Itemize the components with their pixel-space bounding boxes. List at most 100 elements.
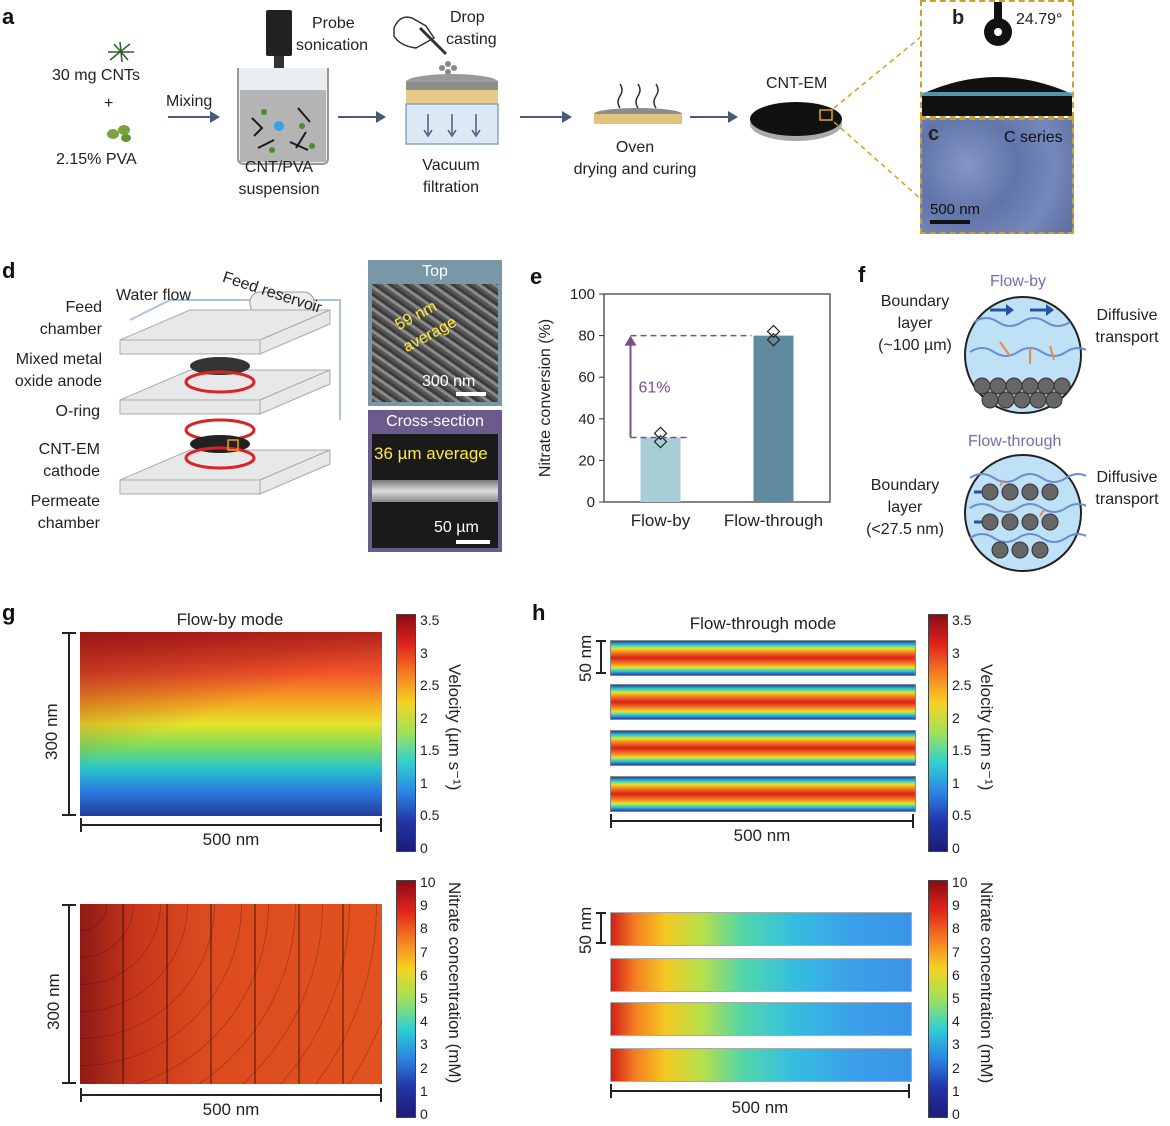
colorbar-tick-label: 6 — [420, 966, 428, 983]
velocity-channel — [610, 776, 916, 812]
plus-sign: + — [104, 95, 114, 112]
oven-label-1: Oven — [615, 139, 655, 156]
data-point — [766, 332, 781, 347]
arrow-sonication — [338, 111, 386, 123]
arrow-filtration — [520, 111, 572, 123]
colorbar-tick-label: 2 — [952, 709, 960, 726]
flowby-title: Flow-by — [990, 273, 1047, 290]
dt1-line2: transport — [1095, 329, 1159, 346]
h2-y-bracket — [600, 912, 602, 944]
zoom-lines — [833, 35, 923, 201]
colorbar-tick-label: 7 — [420, 943, 428, 960]
colorbar-tick-label: 2 — [952, 1059, 960, 1076]
colorbar-tick-label: 9 — [420, 897, 428, 914]
top-scale-bar — [456, 392, 486, 396]
h-nitrate-label: Nitrate concentration (mM) — [977, 882, 996, 1084]
sem-top-title: Top — [422, 263, 448, 280]
anode-label-1: Mixed metal — [15, 351, 102, 368]
nitrate-conversion-chart: 0 20 40 60 80 100 Flow-by Flow-through 61% Nit… — [537, 286, 831, 530]
permeate-label-1: Permeate — [30, 493, 100, 510]
sem-top-panel: Top 59 nm average 300 nm — [368, 260, 502, 406]
cross-scale-bar — [456, 540, 490, 544]
panel-label-g: g — [2, 600, 16, 625]
colorbar-tick-label: 0.5 — [420, 807, 440, 824]
colorbar-tick-label: 1 — [952, 774, 960, 791]
sem-top-image — [372, 284, 498, 402]
vacuum-filter-icon — [405, 61, 499, 145]
pva-label: 2.15% PVA — [56, 151, 137, 168]
c-scale-label: 500 nm — [930, 201, 981, 218]
colorbar-tick-label: 10 — [420, 874, 436, 890]
probe-label-1: Probe — [312, 15, 355, 32]
colorbar-tick-label: 0 — [952, 1106, 960, 1122]
increase-label: 61% — [639, 380, 671, 397]
droplet-image — [922, 2, 1072, 116]
pva-icon — [107, 125, 131, 142]
cross-scale-label: 50 µm — [434, 519, 479, 536]
vacuum-label-2: filtration — [422, 179, 480, 196]
feed-chamber-label-1: Feed — [65, 299, 102, 316]
data-point — [766, 324, 781, 339]
colorbar-tick-label: 1 — [952, 1082, 960, 1099]
panel-label-f: f — [858, 262, 866, 287]
dt2-line1: Diffusive — [1096, 469, 1158, 486]
colorbar-tick-label: 7 — [952, 943, 960, 960]
g2-x-extent: 500 nm — [202, 1100, 260, 1119]
top-scale-label: 300 nm — [422, 373, 476, 390]
g-nitrate-colorbar — [396, 880, 416, 1118]
h2-x-bracket — [610, 1090, 910, 1092]
colorbar-tick-label: 8 — [952, 920, 960, 937]
panel-label-a: a — [2, 4, 15, 29]
velocity-channel — [610, 730, 916, 766]
oring-label: O-ring — [55, 403, 100, 420]
colorbar-tick-label: 0.5 — [952, 807, 972, 824]
g-y-bracket — [68, 632, 70, 816]
h2-y-extent: 50 nm — [576, 906, 595, 954]
g-velocity-colorbar — [396, 614, 416, 852]
flowthrough-title: Flow-through — [968, 433, 1062, 450]
colorbar-tick-label: 1 — [420, 774, 428, 791]
y-tick-label: 0 — [587, 494, 595, 511]
bl1-line3: (~100 µm) — [878, 337, 952, 354]
panel-label-h: h — [532, 600, 546, 625]
colorbar-tick-label: 0 — [420, 840, 428, 856]
colorbar-tick-label: 3.5 — [952, 612, 972, 628]
g2-x-bracket — [80, 1094, 382, 1096]
colorbar-tick-label: 10 — [952, 874, 968, 890]
drop-label-2: casting — [446, 31, 497, 48]
g-velocity-label: Velocity (µm s⁻¹) — [445, 664, 464, 791]
vacuum-label-1: Vacuum — [422, 157, 480, 174]
colorbar-tick-label: 0 — [420, 1106, 428, 1122]
flowthrough-schematic — [964, 454, 1086, 572]
g2-y-bracket — [68, 904, 70, 1084]
g-nitrate-map — [80, 904, 382, 1084]
drop-label-1: Drop — [450, 9, 485, 26]
h-y-extent: 50 nm — [576, 634, 595, 682]
colorbar-tick-label: 1.5 — [952, 742, 972, 759]
colorbar-tick-label: 4 — [952, 1013, 960, 1030]
c-scale-bar — [930, 220, 970, 224]
chart-plot-frame — [603, 293, 831, 503]
g-velocity-map — [80, 632, 382, 816]
h2-x-extent: 500 nm — [731, 1098, 789, 1117]
contact-angle-value: 24.79° — [1016, 11, 1063, 28]
oven-label-2: drying and curing — [573, 161, 697, 178]
panel-label-b: b — [952, 7, 965, 29]
colorbar-tick-label: 3 — [420, 644, 428, 661]
h-velocity-colorbar — [928, 614, 948, 852]
data-point — [653, 434, 668, 449]
sem-cross-panel: Cross-section 36 µm average 50 µm — [368, 410, 502, 552]
g-title: Flow-by mode — [176, 610, 284, 629]
glove-pipette-icon — [393, 16, 448, 56]
sem-c-inset: c C series 500 nm — [920, 118, 1074, 234]
bl1-line1: Boundary — [880, 293, 950, 310]
arrow-mixing — [168, 111, 220, 123]
colorbar-tick-label: 3 — [420, 1036, 428, 1053]
y-tick-label: 40 — [578, 411, 595, 428]
colorbar-tick-label: 1.5 — [420, 742, 440, 759]
g-nitrate-label: Nitrate concentration (mM) — [445, 882, 464, 1084]
nitrate-channel — [610, 1048, 912, 1082]
bl2-line2: layer — [887, 499, 923, 516]
anode-label-2: oxide anode — [14, 373, 102, 390]
reactor-exploded-diagram — [119, 291, 341, 495]
